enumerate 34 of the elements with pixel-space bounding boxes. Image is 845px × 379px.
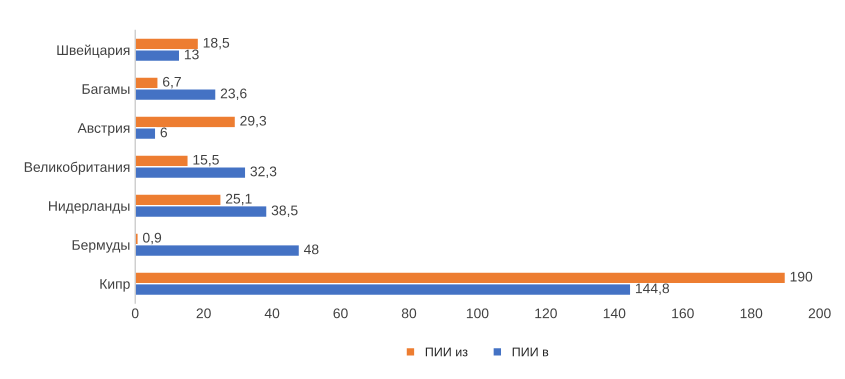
x-tick-label: 200: [808, 308, 831, 318]
x-tick-label: 140: [604, 308, 626, 318]
x-tick-label: 120: [535, 308, 557, 318]
y-tick-label: Багамы: [82, 84, 130, 94]
y-tick-label: Швейцария: [57, 44, 130, 58]
y-tick-label: Бермуды: [72, 240, 130, 253]
x-tick-label: 160: [672, 308, 694, 318]
data-label: 38,5: [272, 205, 298, 217]
data-label: 29,3: [240, 116, 266, 128]
y-tick-label: Австрия: [78, 123, 130, 136]
x-tick-label: 80: [402, 308, 416, 318]
data-label: 23,6: [220, 88, 247, 100]
data-label: 25,1: [226, 194, 252, 206]
data-label: 190: [790, 272, 812, 282]
data-label: 32,3: [250, 166, 276, 178]
x-tick-label: 60: [334, 308, 348, 318]
data-label: 15,5: [193, 154, 219, 166]
x-tick-label: 40: [264, 308, 280, 318]
y-tick-label: Кипр: [100, 279, 130, 292]
data-label: 6: [160, 128, 168, 138]
legend-label: ПИИ из: [426, 348, 468, 356]
legend-label: ПИИ в: [512, 348, 548, 356]
data-label: 144,8: [636, 283, 670, 295]
data-label: 13: [184, 50, 199, 60]
data-label: 48: [304, 244, 318, 254]
x-tick-label: 100: [466, 308, 488, 318]
x-tick-label: 20: [196, 308, 211, 318]
x-tick-label: 180: [740, 308, 762, 318]
y-tick-label: Великобритания: [24, 162, 130, 175]
data-label: 18,5: [204, 38, 230, 50]
x-tick-label: 0: [132, 308, 139, 318]
data-label: 0,9: [142, 232, 162, 244]
data-label: 6,7: [163, 76, 181, 88]
y-tick-label: Нидерланды: [49, 201, 130, 214]
